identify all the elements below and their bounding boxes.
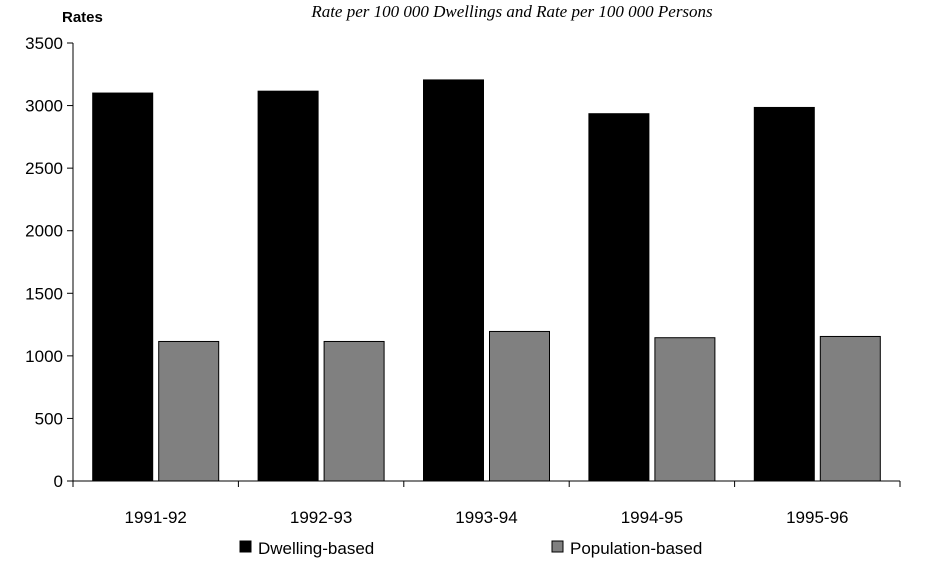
y-tick-label: 2000 [25,222,63,241]
bar-dwelling-based [588,113,650,482]
y-axis: 0 500 1000 1500 2000 2500 3000 3500 [25,34,74,491]
y-tick-label: 3500 [25,34,63,53]
legend-label: Dwelling-based [258,539,374,558]
y-tick-label: 1000 [25,347,63,366]
x-tick-label: 1993-94 [455,508,517,527]
bar-population-based [654,337,716,482]
bar-population-based [158,340,220,482]
x-axis: 1991-92 1992-93 1993-94 1994-95 1995-96 [72,480,901,527]
plot-area [92,79,881,482]
legend-swatch [239,540,252,553]
x-tick-label: 1995-96 [786,508,848,527]
bar-dwelling-based [92,92,154,482]
x-tick-label: 1994-95 [621,508,683,527]
y-tick-label: 1500 [25,284,63,303]
bar-dwelling-based [423,79,484,482]
bar-population-based [489,330,550,482]
bar-dwelling-based [257,90,319,482]
y-tick-label: 500 [35,409,63,428]
bar-dwelling-based [753,106,815,482]
x-tick-label: 1991-92 [125,508,187,527]
x-tick-label: 1992-93 [290,508,352,527]
y-tick-label: 3000 [25,97,63,116]
y-tick-label: 0 [54,472,63,491]
bar-population-based [819,335,881,482]
legend-label: Population-based [570,539,702,558]
y-tick-label: 2500 [25,159,63,178]
y-axis-label: Rates [62,9,103,26]
legend-swatch [551,540,564,553]
legend: Dwelling-based Population-based [239,539,702,558]
chart-title: Rate per 100 000 Dwellings and Rate per … [310,2,713,21]
bar-population-based [323,340,385,482]
